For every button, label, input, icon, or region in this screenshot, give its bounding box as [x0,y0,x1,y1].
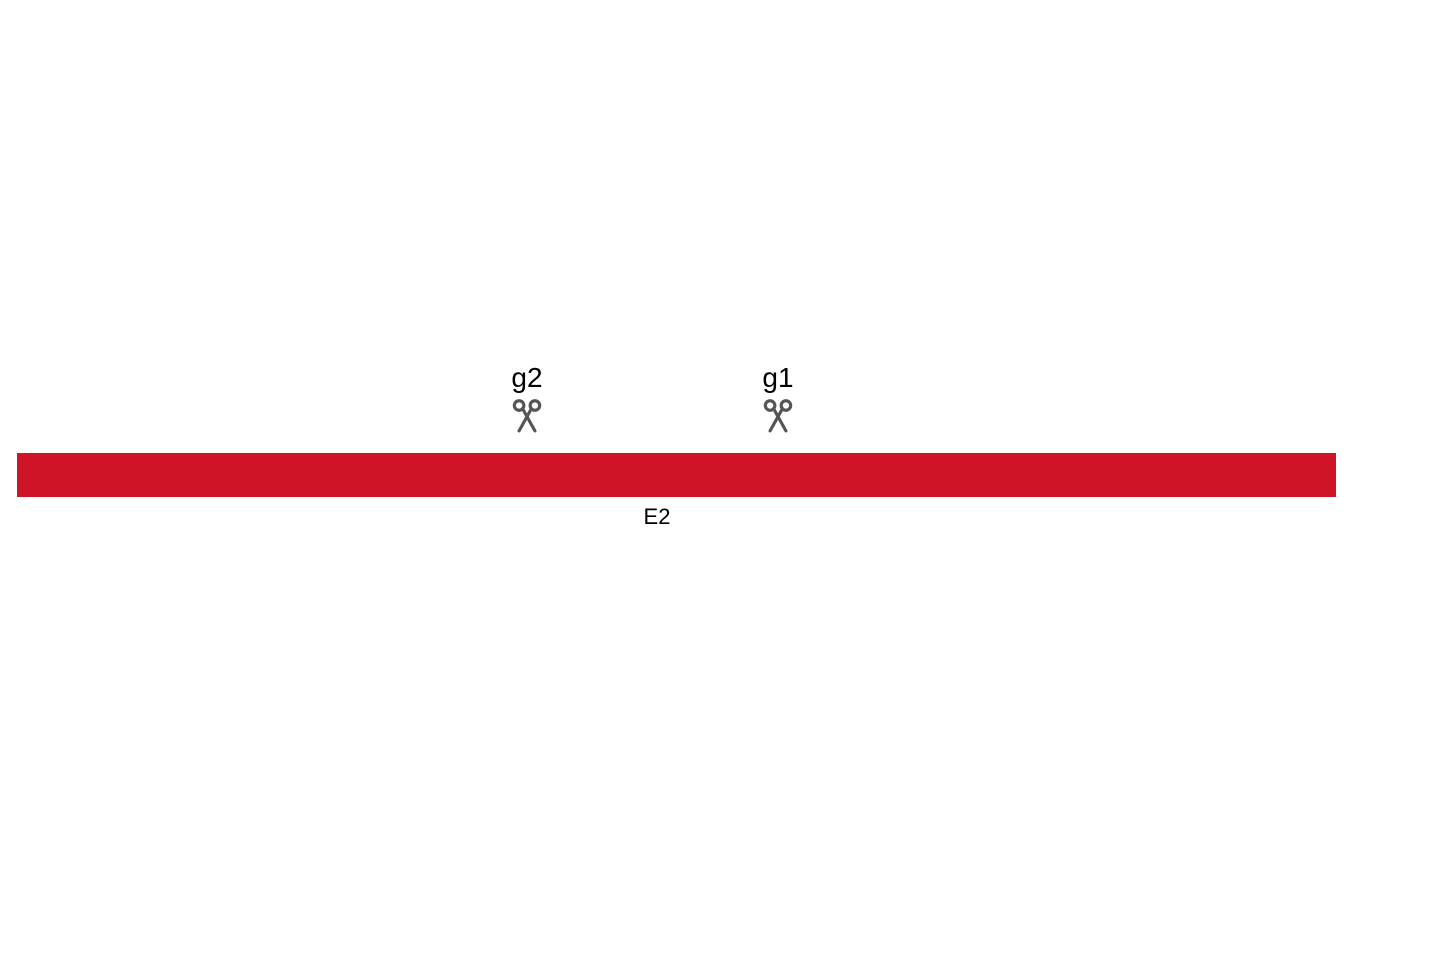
sequence-bar-label: E2 [607,504,707,530]
cut-marker-label: g1 [762,363,793,394]
scissors-icon [508,396,546,434]
cut-marker: g1 [759,363,797,434]
cut-marker-label: g2 [511,363,542,394]
cut-marker: g2 [508,363,546,434]
sequence-bar [17,453,1336,497]
scissors-icon [759,396,797,434]
